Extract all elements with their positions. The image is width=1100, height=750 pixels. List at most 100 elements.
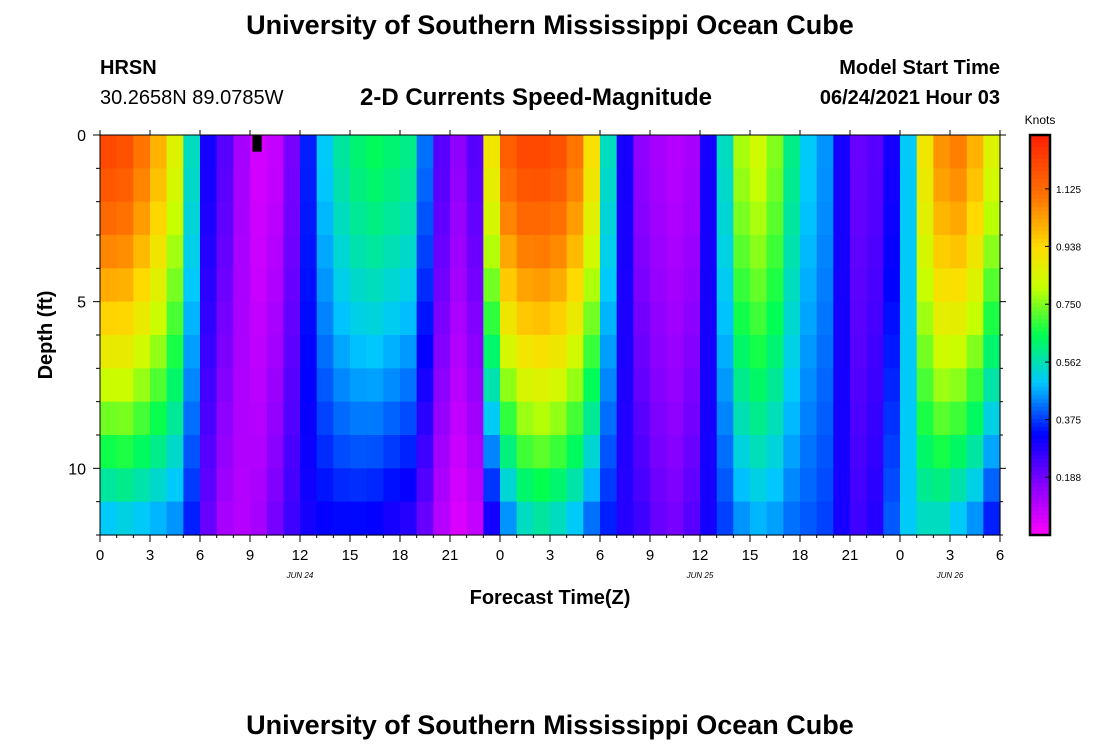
heatmap-cell <box>183 368 201 403</box>
heatmap-cell <box>116 135 134 169</box>
heatmap-cell <box>850 501 868 536</box>
heatmap-cell <box>100 401 118 436</box>
heatmap-cell <box>400 501 418 536</box>
heatmap-cell <box>250 168 268 203</box>
heatmap-cell <box>700 168 718 203</box>
heatmap-cell <box>600 501 618 536</box>
heatmap-cell <box>433 235 451 269</box>
heatmap-cell <box>716 335 734 369</box>
heatmap-cell <box>766 135 784 169</box>
heatmap-cell <box>233 501 251 536</box>
heatmap-cell <box>166 368 184 403</box>
colorbar-swatch <box>1030 227 1050 232</box>
heatmap-cell <box>366 301 384 336</box>
heatmap-cell <box>883 435 901 469</box>
heatmap-cell <box>450 168 468 203</box>
heatmap-cell <box>700 368 718 403</box>
heatmap-cell <box>633 468 651 503</box>
heatmap-cell <box>483 301 501 336</box>
x-tick-label: 3 <box>546 547 554 564</box>
model-start-value: 06/24/2021 Hour 03 <box>819 87 1000 109</box>
heatmap-cell <box>683 468 701 503</box>
heatmap-cell <box>416 201 434 236</box>
heatmap-cell <box>433 435 451 469</box>
heatmap-cell <box>616 235 634 269</box>
heatmap-cell <box>550 268 568 303</box>
heatmap-cell <box>650 335 668 369</box>
colorbar-swatch <box>1030 139 1050 144</box>
heatmap-cell <box>216 401 234 436</box>
heatmap-cell <box>783 268 801 303</box>
heatmap-cell <box>550 468 568 503</box>
colorbar-swatch <box>1030 191 1050 196</box>
heatmap-cell <box>716 135 734 169</box>
heatmap-cell <box>466 501 484 536</box>
heatmap-cell <box>650 268 668 303</box>
heatmap-cell <box>350 268 368 303</box>
heatmap-cell <box>483 268 501 303</box>
heatmap-cell <box>350 235 368 269</box>
colorbar-swatch <box>1030 343 1050 348</box>
heatmap-cell <box>933 501 951 536</box>
heatmap-cell <box>500 268 518 303</box>
heatmap-cell <box>133 468 151 503</box>
heatmap-cell <box>566 401 584 436</box>
heatmap-cell <box>933 368 951 403</box>
heatmap-cell <box>216 501 234 536</box>
heatmap-cell <box>133 235 151 269</box>
colorbar-swatch <box>1030 475 1050 480</box>
heatmap-cell <box>166 268 184 303</box>
heatmap-cell <box>383 468 401 503</box>
heatmap-cell <box>283 201 301 236</box>
heatmap-cell <box>100 301 118 336</box>
heatmap-cell <box>633 201 651 236</box>
heatmap-cell <box>233 335 251 369</box>
heatmap-cell <box>700 201 718 236</box>
colorbar-swatch <box>1030 471 1050 476</box>
colorbar-swatch <box>1030 519 1050 524</box>
heatmap-cell <box>100 368 118 403</box>
heatmap-cell <box>633 368 651 403</box>
heatmap-cell <box>650 435 668 469</box>
heatmap-cell <box>933 201 951 236</box>
heatmap-cell <box>866 468 884 503</box>
heatmap-cell <box>900 135 918 169</box>
colorbar-swatch <box>1030 323 1050 328</box>
colorbar-swatch <box>1030 523 1050 528</box>
heatmap-cell <box>283 435 301 469</box>
heatmap-cell <box>233 468 251 503</box>
colorbar-swatch <box>1030 211 1050 216</box>
heatmap-cell <box>416 335 434 369</box>
heatmap-cell <box>816 135 834 169</box>
colorbar-tick-label: 0.375 <box>1056 416 1081 427</box>
heatmap-cell <box>850 268 868 303</box>
colorbar-swatch <box>1030 135 1050 140</box>
heatmap-cell <box>300 435 318 469</box>
heatmap-cell <box>583 401 601 436</box>
heatmap-cell <box>816 501 834 536</box>
heatmap-cell <box>450 268 468 303</box>
colorbar-swatch <box>1030 331 1050 336</box>
heatmap-cell <box>716 268 734 303</box>
heatmap-cell <box>433 468 451 503</box>
heatmap-cell <box>150 368 168 403</box>
heatmap-cell <box>883 201 901 236</box>
heatmap-cell <box>716 501 734 536</box>
heatmap-cell <box>316 301 334 336</box>
colorbar-swatch <box>1030 403 1050 408</box>
heatmap-cell <box>383 235 401 269</box>
heatmap-cell <box>750 335 768 369</box>
heatmap-cell <box>850 301 868 336</box>
y-axis-label: Depth (ft) <box>35 291 57 380</box>
heatmap-cell <box>516 201 534 236</box>
colorbar-tick-label: 0.562 <box>1056 358 1081 369</box>
heatmap-cell <box>316 268 334 303</box>
heatmap-cell <box>233 401 251 436</box>
heatmap-cell <box>283 235 301 269</box>
heatmap-cell <box>216 468 234 503</box>
colorbar-swatch <box>1030 259 1050 264</box>
heatmap-cell <box>666 135 684 169</box>
heatmap-cell <box>116 301 134 336</box>
heatmap-cell <box>283 368 301 403</box>
heatmap-cell <box>800 335 818 369</box>
